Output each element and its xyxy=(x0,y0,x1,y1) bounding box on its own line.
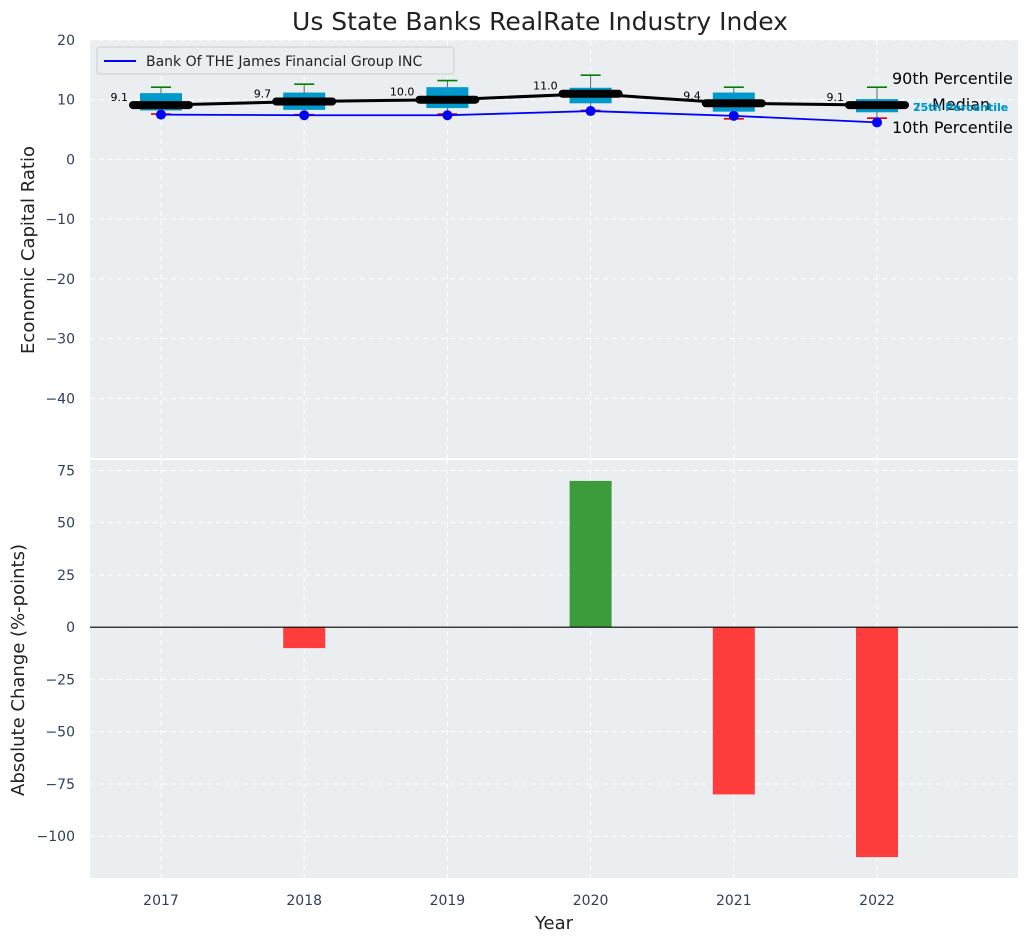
x-tick-label: 2018 xyxy=(286,893,322,909)
median-value-label: 9.1 xyxy=(111,91,129,104)
median-series xyxy=(129,89,909,110)
annotation-25th-percentile: 25th Percentile xyxy=(913,101,1008,114)
bottom-y-tick-label: −100 xyxy=(37,829,75,845)
bottom-y-tick-label: 75 xyxy=(57,463,75,479)
bank-series xyxy=(156,106,882,128)
top-y-tick-label: 20 xyxy=(57,33,75,49)
x-tick-labels: 2017 2018 2019 2020 2021 2022 xyxy=(143,893,895,909)
x-axis-label: Year xyxy=(534,913,574,934)
median-value-label: 10.0 xyxy=(390,86,415,99)
legend: Bank Of THE James Financial Group INC xyxy=(96,46,455,75)
bottom-y-tick-label: −75 xyxy=(45,777,75,793)
change-bar xyxy=(283,627,326,649)
bottom-y-tick-label: 0 xyxy=(66,620,75,636)
top-y-tick-label: −20 xyxy=(45,272,75,288)
top-y-tick-label: −40 xyxy=(45,391,75,407)
chart-title: Us State Banks RealRate Industry Index xyxy=(292,7,788,36)
top-y-tick-label: 10 xyxy=(57,93,75,109)
x-tick-label: 2017 xyxy=(143,893,179,909)
bank-series-point xyxy=(156,109,166,120)
median-value-label: 9.1 xyxy=(827,91,845,104)
change-bar xyxy=(569,480,612,628)
annotation-90th-percentile: 90th Percentile xyxy=(892,69,1013,88)
median-value-label: 9.7 xyxy=(254,88,272,101)
bank-series-point xyxy=(872,117,882,128)
top-gridlines xyxy=(90,39,1018,458)
top-y-tick-labels: 20 10 0 −10 −20 −30 −40 xyxy=(45,33,75,407)
bottom-y-tick-label: 50 xyxy=(57,516,75,532)
x-tick-label: 2020 xyxy=(573,893,609,909)
change-bar xyxy=(856,627,898,858)
bottom-y-tick-label: −25 xyxy=(45,672,75,688)
bottom-y-tick-label: 25 xyxy=(57,568,75,584)
top-y-axis-label: Economic Capital Ratio xyxy=(18,146,39,354)
top-y-tick-label: −30 xyxy=(45,332,75,348)
median-value-labels: 9.1 9.7 10.0 11.0 9.4 9.1 xyxy=(111,80,845,104)
bottom-y-tick-labels: 75 50 25 0 −25 −50 −75 −100 xyxy=(37,463,75,845)
bank-series-point xyxy=(728,110,739,121)
bottom-y-tick-label: −50 xyxy=(45,725,75,741)
top-panel: 20 10 0 −10 −20 −30 −40 Economic Capital Ratio… xyxy=(18,33,1018,458)
x-tick-label: 2019 xyxy=(430,893,466,909)
median-value-label: 11.0 xyxy=(533,80,558,93)
bank-series-point xyxy=(299,110,310,121)
change-bar xyxy=(712,627,755,795)
x-tick-label: 2022 xyxy=(859,893,895,909)
annotation-10th-percentile: 10th Percentile xyxy=(892,118,1013,137)
top-y-tick-label: −10 xyxy=(45,212,75,228)
x-tick-label: 2021 xyxy=(716,893,752,909)
bank-series-line xyxy=(160,110,878,124)
bottom-panel: 75 50 25 0 −25 −50 −75 −100 2017 2018 2019 2020 202… xyxy=(8,460,1018,934)
change-bars xyxy=(283,480,898,858)
top-y-tick-label: 0 xyxy=(66,152,75,168)
annotation-median: Median xyxy=(932,95,990,114)
bank-series-point xyxy=(585,106,596,117)
bank-series-point xyxy=(442,110,453,121)
bottom-y-axis-label: Absolute Change (%-points) xyxy=(8,544,29,796)
median-value-label: 9.4 xyxy=(683,89,701,102)
legend-box xyxy=(96,46,455,75)
annotation-75th-percentile: 75th Percentile xyxy=(913,101,1008,114)
legend-label-bank: Bank Of THE James Financial Group INC xyxy=(146,54,423,70)
